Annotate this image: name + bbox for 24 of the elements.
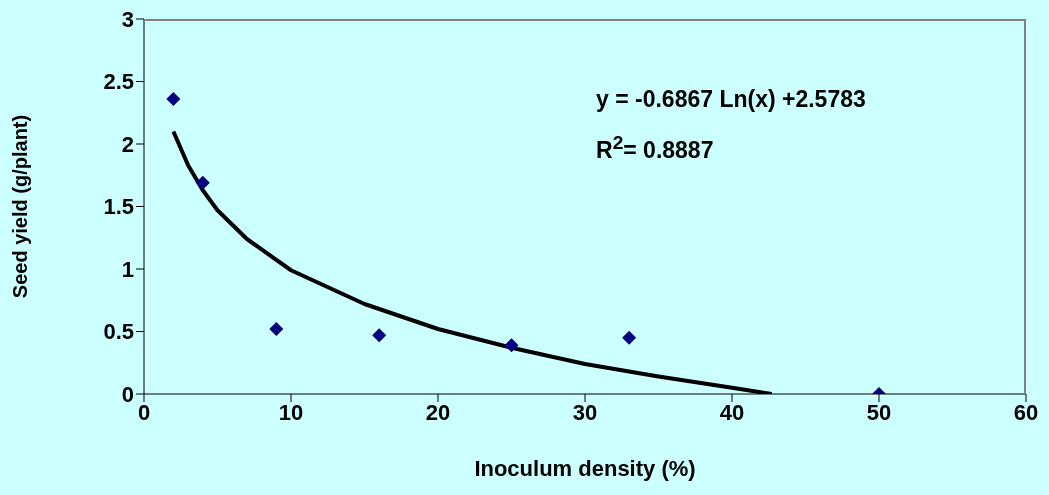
x-axis-title: Inoculum density (%)	[474, 456, 696, 481]
x-tick-label: 50	[866, 399, 892, 425]
x-tick-label: 60	[1013, 399, 1039, 425]
y-tick-label: 3	[121, 6, 134, 32]
y-tick-label: 1	[121, 256, 134, 282]
y-tick-label: 0	[121, 381, 134, 407]
point	[195, 175, 210, 190]
point	[166, 92, 181, 106]
point	[372, 328, 387, 343]
y-tick-label: 2.5	[103, 69, 134, 95]
point	[504, 338, 519, 353]
x-tick-label: 30	[572, 399, 598, 425]
x-tick-label: 0	[137, 399, 151, 425]
annotation: y = -0.6867 Ln(x) +2.5783	[596, 86, 866, 113]
x-tick-label: 10	[278, 399, 304, 425]
point	[622, 330, 637, 345]
y-tick-label: 0.5	[103, 319, 134, 345]
y-tick-label: 1.5	[103, 194, 134, 220]
y-axis-title: Seed yield (g/plant)	[9, 114, 32, 299]
x-tick-label: 20	[425, 399, 451, 425]
y-tick-label: 2	[121, 131, 134, 157]
point	[269, 322, 284, 336]
annotation: R$^{2}$= 0.8887	[596, 132, 714, 164]
x-tick-label: 40	[719, 399, 745, 425]
